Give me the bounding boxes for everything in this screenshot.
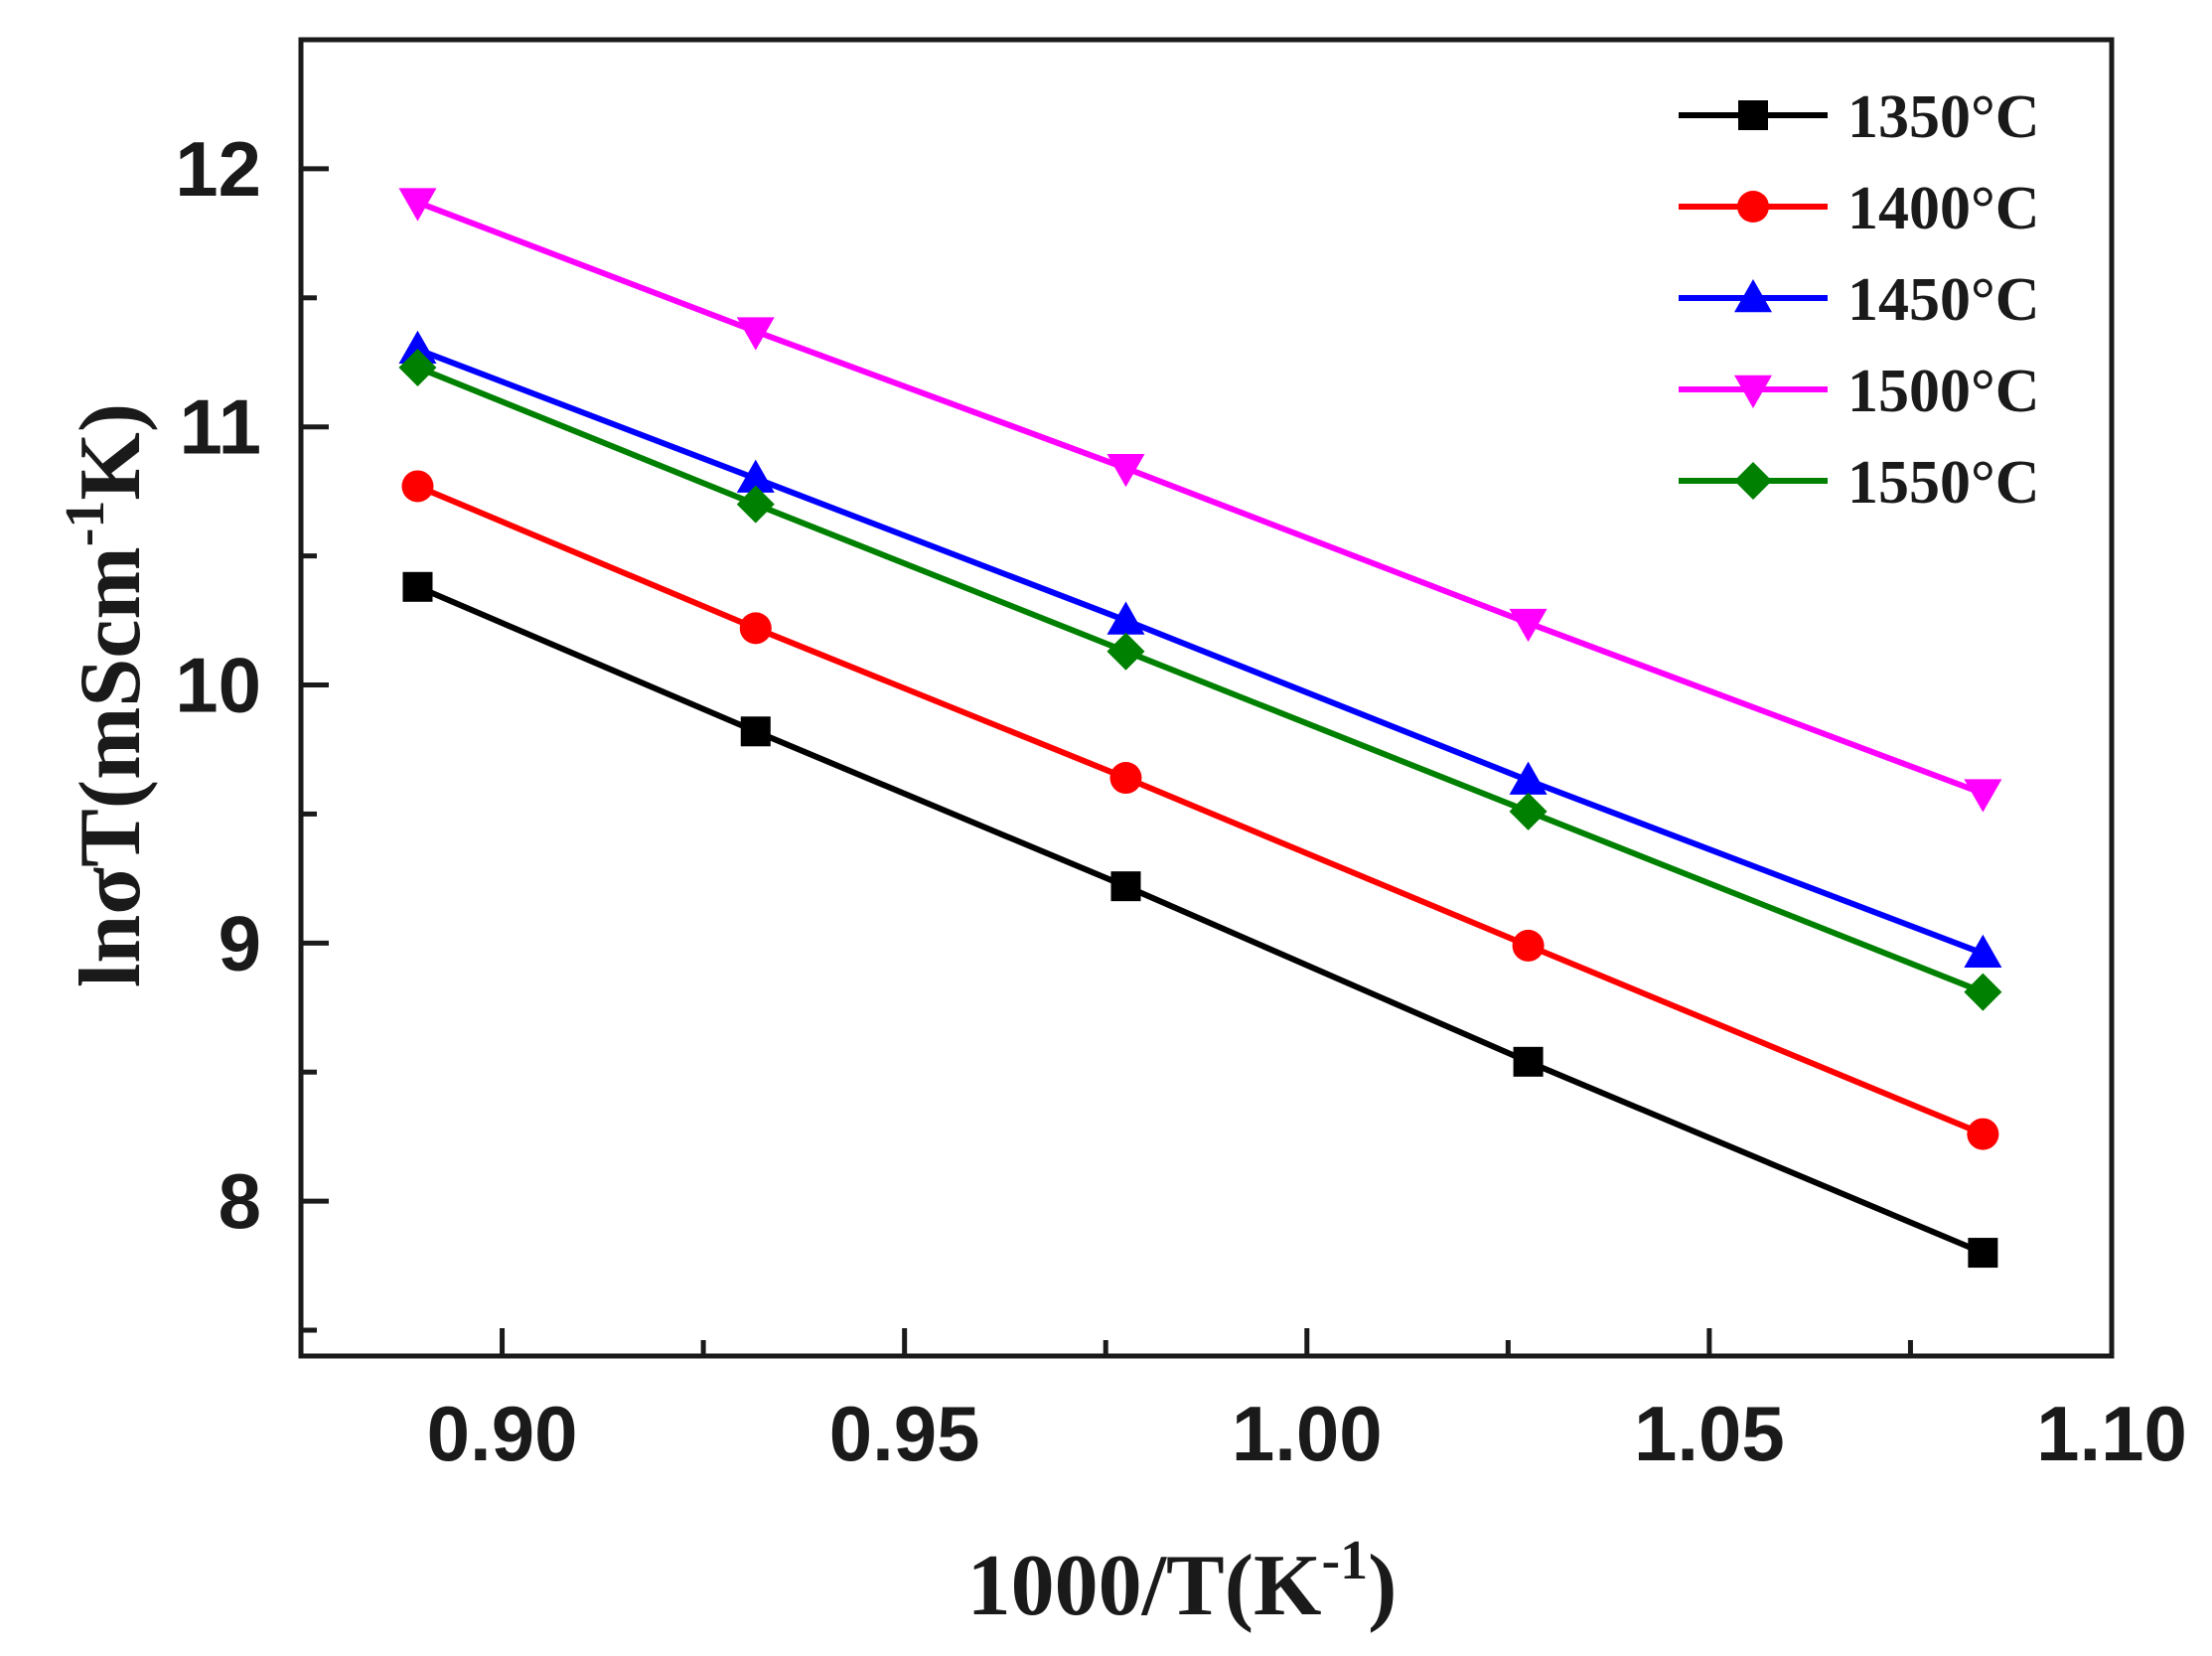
legend-entry-1400: 1400°C [1679,175,2040,242]
x-tick-label: 1.00 [1232,1390,1383,1477]
data-point-1350 [740,716,771,747]
series-line-1350 [416,584,1985,1256]
legend-label-1550: 1550°C [1847,449,2040,517]
legend-entry-1350: 1350°C [1679,83,2040,151]
data-point-1500 [1106,454,1145,488]
legend-entry-1500: 1500°C [1679,358,2040,425]
data-point-1450 [398,330,437,365]
y-axis-title-sup: -1 [55,501,116,547]
x-tick-label: 1.10 [2036,1390,2187,1477]
legend-entry-1550: 1550°C [1679,449,2040,517]
legend-marker-1550 [1734,462,1772,500]
data-point-1400 [401,470,434,503]
y-tick-label: 12 [175,125,261,213]
y-axis-title-end: K) [63,403,159,501]
data-point-1550 [736,485,775,524]
data-point-1550 [1106,632,1145,671]
y-tick-label: 11 [180,383,261,471]
data-point-1550 [1509,792,1548,830]
y-axis-title: lnσT(mScm-1K) [55,403,159,987]
series-1350 [402,571,1998,1269]
series-line-1550 [416,365,1985,995]
x-axis-title-main: 1000/T(K [967,1538,1322,1634]
data-point-1400 [1967,1118,1999,1150]
series-line-1450 [416,346,1985,957]
legend-label-1500: 1500°C [1847,358,2040,425]
series-1400 [401,470,1999,1150]
plot-area [298,37,2115,1359]
x-axis-title-sup: -1 [1321,1530,1368,1591]
data-point-1450 [1106,601,1145,635]
data-point-1500 [1964,779,2002,813]
legend: 1350°C 1400°C 1450°C 1500°C 1550°C [1679,83,2040,517]
data-point-1400 [739,612,772,645]
data-point-1550 [1964,973,2002,1011]
series-layer [398,188,2002,1269]
legend-entry-1450: 1450°C [1679,266,2040,334]
series-line-1400 [416,483,1985,1137]
legend-marker-1450 [1734,279,1772,313]
x-tick-label: 1.05 [1634,1390,1785,1477]
x-axis-title: 1000/T(K-1) [967,1530,1398,1634]
ticks-layer: 0.90 0.95 1.00 1.05 1.10 8 9 10 11 12 [175,125,2187,1477]
x-tick-label: 0.90 [427,1390,578,1477]
data-point-1350 [1513,1046,1544,1077]
x-axis-title-end: ) [1368,1538,1397,1634]
data-point-1500 [736,317,775,351]
data-point-1550 [398,348,437,386]
data-point-1400 [1109,762,1142,795]
data-point-1350 [1968,1238,1998,1269]
data-point-1500 [398,188,437,222]
data-point-1450 [1964,934,2002,968]
data-point-1350 [402,571,433,602]
x-tick-label: 0.95 [829,1390,980,1477]
y-tick-label: 8 [219,1157,261,1245]
legend-marker-1500 [1734,375,1772,408]
legend-marker-1400 [1737,191,1769,223]
legend-label-1400: 1400°C [1847,175,2040,242]
series-1500 [398,188,2002,813]
y-tick-label: 9 [219,899,261,986]
series-1450 [398,330,2002,968]
legend-label-1350: 1350°C [1847,83,2040,151]
legend-marker-1350 [1738,100,1768,130]
data-point-1450 [1509,761,1548,795]
data-point-1400 [1512,929,1545,962]
series-1550 [398,348,2002,1011]
y-tick-label: 10 [175,642,261,729]
data-point-1350 [1110,871,1141,902]
data-point-1450 [736,459,775,493]
y-axis-title-main: lnσT(mScm [63,546,159,987]
legend-label-1450: 1450°C [1847,266,2040,334]
data-point-1500 [1509,608,1548,643]
